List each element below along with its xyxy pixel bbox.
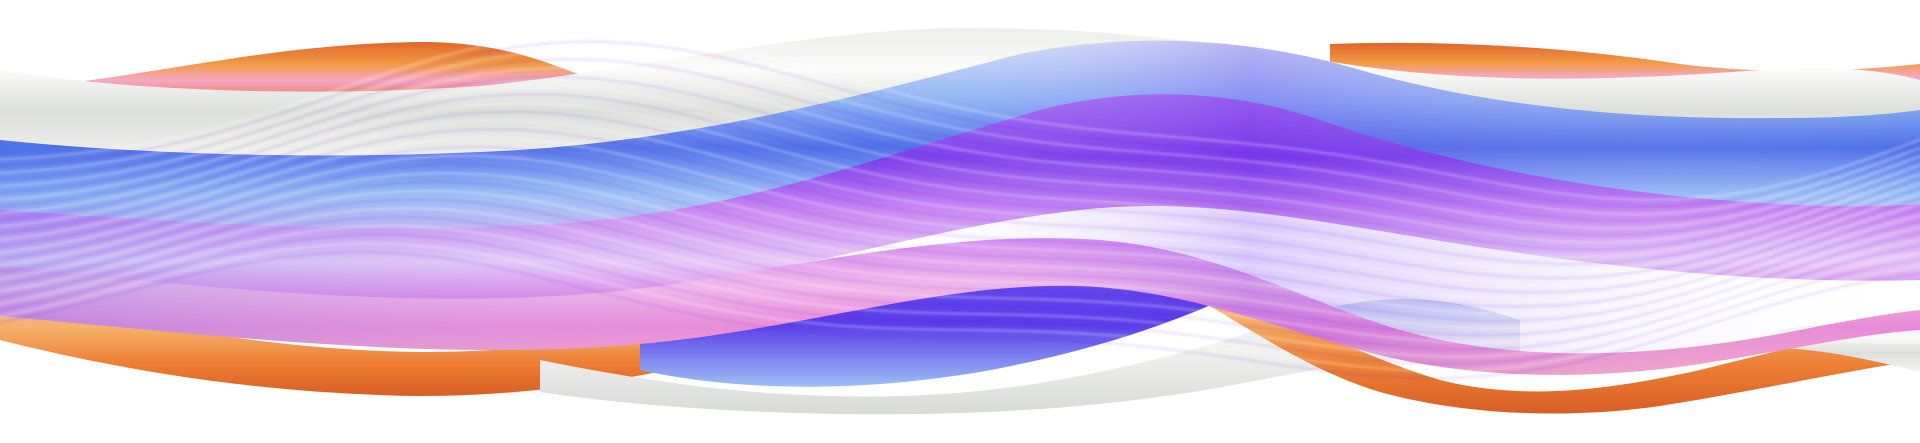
ribbon-strand	[0, 189, 1920, 330]
ribbon-strand	[0, 234, 1920, 365]
ribbon-strand	[0, 110, 1920, 265]
orange-ribbon-lower-left	[0, 290, 800, 396]
ribbon-strand	[0, 31, 1920, 201]
ribbon-line-texture	[0, 31, 1920, 380]
ribbon-strand	[0, 216, 1920, 351]
ribbon-strand	[0, 84, 1920, 244]
ribbon-strand	[0, 49, 1920, 216]
ribbon-strand	[0, 251, 1920, 380]
ribbon-strand	[0, 136, 1920, 287]
ribbon-strand	[0, 242, 1920, 373]
ribbon-strand	[0, 198, 1920, 337]
ribbon-strand	[0, 171, 1920, 315]
ribbon-strand	[0, 181, 1920, 322]
ribbon-strand	[0, 224, 1920, 358]
ribbon-strand	[0, 207, 1920, 344]
ribbon-strand	[0, 40, 1920, 208]
ribbon-strand	[0, 101, 1920, 258]
ribbon-strand	[0, 145, 1920, 294]
ribbon-strand	[0, 128, 1920, 280]
ribbon-strand	[0, 119, 1920, 273]
ribbon-strand	[0, 93, 1920, 251]
ribbon-strand	[0, 163, 1920, 308]
ribbon-strand	[0, 58, 1920, 222]
ribbon-strand	[0, 75, 1920, 237]
ribbon-strand	[0, 154, 1920, 301]
ribbon-strand	[0, 66, 1920, 230]
